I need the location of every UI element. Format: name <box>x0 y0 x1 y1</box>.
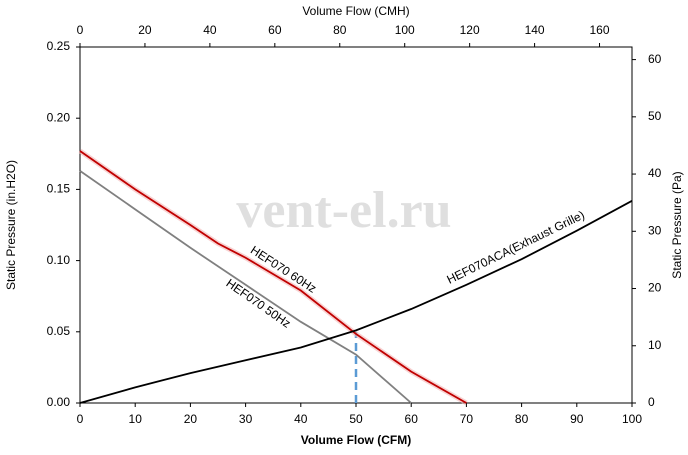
y-tick-label: 0.20 <box>47 110 71 124</box>
x2-tick-label: 20 <box>138 23 152 37</box>
y2-tick-label: 60 <box>648 52 662 66</box>
x-tick-label: 10 <box>129 412 143 426</box>
y2-tick-label: 30 <box>648 223 662 237</box>
y2-tick-label: 50 <box>648 109 662 123</box>
y2-tick-label: 0 <box>648 395 655 409</box>
x-tick-label: 30 <box>239 412 253 426</box>
x-tick-label: 0 <box>77 412 84 426</box>
x-tick-label: 20 <box>184 412 198 426</box>
x2-tick-label: 60 <box>268 23 282 37</box>
y-tick-label: 0.05 <box>47 324 71 338</box>
series-line <box>79 150 467 404</box>
x2-tick-label: 0 <box>77 23 84 37</box>
series-label: HEF070 60Hz <box>248 243 319 296</box>
y-tick-label: 0.10 <box>47 253 71 267</box>
x2-tick-label: 40 <box>203 23 217 37</box>
x-tick-label: 50 <box>349 412 363 426</box>
x-tick-label: 60 <box>405 412 419 426</box>
y-tick-label: 0.00 <box>47 395 71 409</box>
x-tick-label: 40 <box>294 412 308 426</box>
x-tick-label: 70 <box>460 412 474 426</box>
x2-tick-label: 140 <box>525 23 545 37</box>
series-label: HEF070 50Hz <box>224 276 294 331</box>
y-axis-label: Static Pressure (in.H2O) <box>4 160 18 290</box>
x2-tick-label: 120 <box>460 23 480 37</box>
x2-tick-label: 160 <box>590 23 610 37</box>
x-tick-label: 80 <box>515 412 529 426</box>
y2-tick-label: 20 <box>648 281 662 295</box>
watermark: vent-el.ru <box>236 182 451 239</box>
x-tick-label: 100 <box>622 412 642 426</box>
y2-axis-label: Static Pressure (Pa) <box>670 171 684 278</box>
series-line <box>79 170 412 404</box>
series-label: HEF070ACA(Exhaust Grille) <box>445 208 587 287</box>
series-line <box>79 200 633 404</box>
y-tick-label: 0.15 <box>47 182 71 196</box>
y-tick-label: 0.25 <box>47 39 71 53</box>
y2-tick-label: 40 <box>648 166 662 180</box>
x2-tick-label: 100 <box>395 23 415 37</box>
y2-tick-label: 10 <box>648 338 662 352</box>
x2-axis-label: Volume Flow (CMH) <box>302 4 409 18</box>
x2-tick-label: 80 <box>333 23 347 37</box>
x-tick-label: 90 <box>570 412 584 426</box>
x-axis-label: Volume Flow (CFM) <box>301 433 411 447</box>
